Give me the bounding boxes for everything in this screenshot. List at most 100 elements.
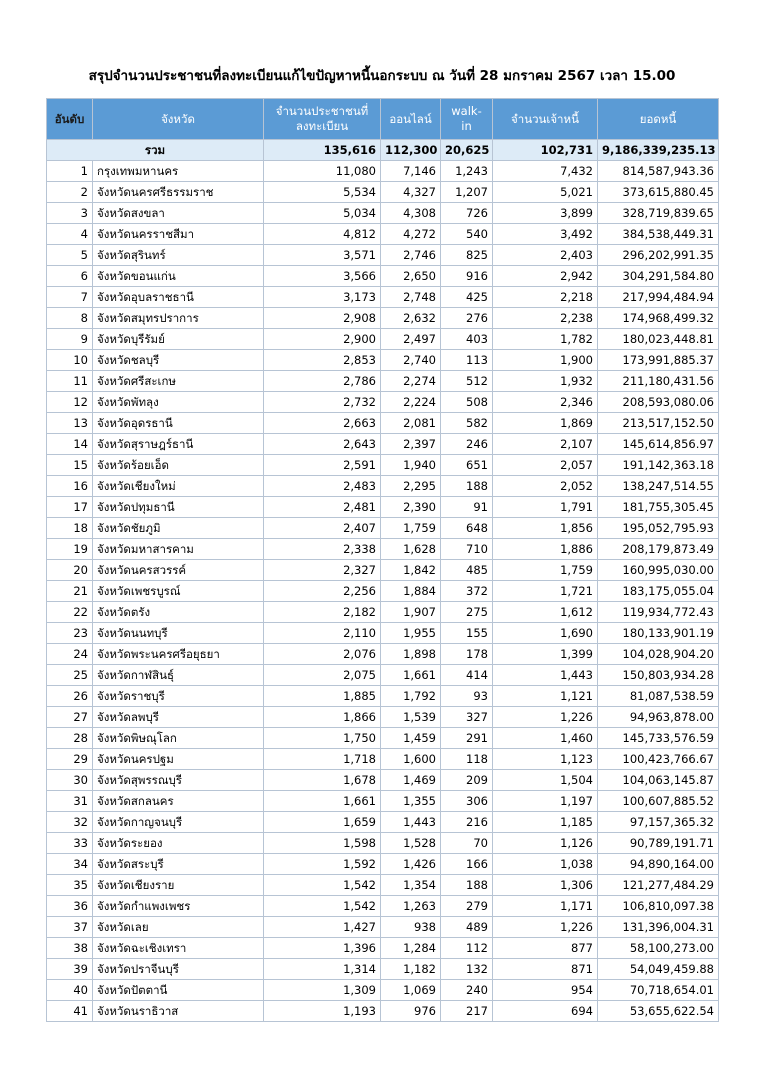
walk-in-cell: 485 — [440, 559, 493, 581]
rank-cell: 18 — [46, 517, 93, 539]
province-cell: จังหวัดสมุทรปราการ — [92, 307, 264, 329]
rank-cell: 19 — [46, 538, 93, 560]
walk-in-cell: 216 — [440, 811, 493, 833]
table-row: 17 จังหวัดปทุมธานี 2,481 2,390 91 1,791 181,75… — [46, 496, 719, 518]
table-row: 23 จังหวัดนนทบุรี 2,110 1,955 155 1,690 180,13… — [46, 622, 719, 644]
province-cell: จังหวัดสุพรรณบุรี — [92, 769, 264, 791]
rank-cell: 12 — [46, 391, 93, 413]
creditors-cell: 1,226 — [492, 706, 598, 728]
province-cell: จังหวัดนครปฐม — [92, 748, 264, 770]
registered-cell: 1,750 — [263, 727, 381, 749]
online-cell: 1,792 — [380, 685, 441, 707]
table-row: 6 จังหวัดขอนแก่น 3,566 2,650 916 2,942 304,291… — [46, 265, 719, 287]
column-header: ยอดหนี้ — [597, 98, 719, 140]
creditors-cell: 1,791 — [492, 496, 598, 518]
creditors-cell: 1,759 — [492, 559, 598, 581]
rank-cell: 7 — [46, 286, 93, 308]
rank-cell: 38 — [46, 937, 93, 959]
debt-cell: 173,991,885.37 — [597, 349, 719, 371]
online-cell: 938 — [380, 916, 441, 938]
debt-cell: 145,614,856.97 — [597, 433, 719, 455]
online-cell: 2,650 — [380, 265, 441, 287]
rank-cell: 10 — [46, 349, 93, 371]
online-cell: 1,426 — [380, 853, 441, 875]
debt-cell: 180,023,448.81 — [597, 328, 719, 350]
table-row: 9 จังหวัดบุรีรัมย์ 2,900 2,497 403 1,782 180,0… — [46, 328, 719, 350]
rank-cell: 2 — [46, 181, 93, 203]
registered-cell: 3,571 — [263, 244, 381, 266]
province-cell: จังหวัดกาญจนบุรี — [92, 811, 264, 833]
online-cell: 1,898 — [380, 643, 441, 665]
rank-cell: 27 — [46, 706, 93, 728]
registered-cell: 2,732 — [263, 391, 381, 413]
walk-in-cell: 726 — [440, 202, 493, 224]
table-row: 7 จังหวัดอุบลราชธานี 3,173 2,748 425 2,218 217… — [46, 286, 719, 308]
province-cell: จังหวัดร้อยเอ็ด — [92, 454, 264, 476]
creditors-cell: 2,057 — [492, 454, 598, 476]
creditors-cell: 2,403 — [492, 244, 598, 266]
rank-cell: 22 — [46, 601, 93, 623]
debt-cell: 195,052,795.93 — [597, 517, 719, 539]
registered-cell: 1,396 — [263, 937, 381, 959]
online-cell: 1,940 — [380, 454, 441, 476]
table-row: 1 กรุงเทพมหานคร 11,080 7,146 1,243 7,432 814,5… — [46, 160, 719, 182]
table-row: 18 จังหวัดชัยภูมิ 2,407 1,759 648 1,856 195,05… — [46, 517, 719, 539]
creditors-cell: 1,869 — [492, 412, 598, 434]
online-cell: 2,740 — [380, 349, 441, 371]
online-cell: 4,308 — [380, 202, 441, 224]
online-cell: 2,274 — [380, 370, 441, 392]
table-row: 32 จังหวัดกาญจนบุรี 1,659 1,443 216 1,185 97,1… — [46, 811, 719, 833]
registered-cell: 3,173 — [263, 286, 381, 308]
online-cell: 2,497 — [380, 328, 441, 350]
online-cell: 1,443 — [380, 811, 441, 833]
table-row: 25 จังหวัดกาฬสินธุ์ 2,075 1,661 414 1,443 150,… — [46, 664, 719, 686]
online-cell: 1,354 — [380, 874, 441, 896]
province-cell: จังหวัดนราธิวาส — [92, 1000, 264, 1022]
online-cell: 1,907 — [380, 601, 441, 623]
rank-cell: 16 — [46, 475, 93, 497]
table-row: 20 จังหวัดนครสวรรค์ 2,327 1,842 485 1,759 160,… — [46, 559, 719, 581]
online-cell: 1,955 — [380, 622, 441, 644]
debt-cell: 104,028,904.20 — [597, 643, 719, 665]
rank-cell: 24 — [46, 643, 93, 665]
online-cell: 1,069 — [380, 979, 441, 1001]
debt-cell: 213,517,152.50 — [597, 412, 719, 434]
rank-cell: 20 — [46, 559, 93, 581]
walk-in-cell: 512 — [440, 370, 493, 392]
registered-cell: 3,566 — [263, 265, 381, 287]
header-text: ยอดหนี้ — [639, 111, 677, 126]
walk-in-cell: 70 — [440, 832, 493, 854]
table-row: 41 จังหวัดนราธิวาส 1,193 976 217 694 53,655,62… — [46, 1000, 719, 1022]
total-value: 102,731 — [492, 139, 598, 161]
registered-cell: 1,661 — [263, 790, 381, 812]
rank-cell: 4 — [46, 223, 93, 245]
walk-in-cell: 91 — [440, 496, 493, 518]
registered-cell: 1,542 — [263, 895, 381, 917]
rank-cell: 6 — [46, 265, 93, 287]
province-cell: จังหวัดเลย — [92, 916, 264, 938]
online-cell: 1,628 — [380, 538, 441, 560]
rank-cell: 31 — [46, 790, 93, 812]
registered-cell: 1,659 — [263, 811, 381, 833]
walk-in-cell: 825 — [440, 244, 493, 266]
debt-cell: 70,718,654.01 — [597, 979, 719, 1001]
table-row: 19 จังหวัดมหาสารคาม 2,338 1,628 710 1,886 208,… — [46, 538, 719, 560]
rank-cell: 33 — [46, 832, 93, 854]
debt-cell: 100,607,885.52 — [597, 790, 719, 812]
header-text: walk- — [451, 104, 482, 118]
province-cell: จังหวัดมหาสารคาม — [92, 538, 264, 560]
rank-cell: 36 — [46, 895, 93, 917]
rank-cell: 15 — [46, 454, 93, 476]
header-text: อันดับ — [54, 111, 85, 126]
table-row: 2 จังหวัดนครศรีธรรมราช 5,534 4,327 1,207 5,02… — [46, 181, 719, 203]
debt-cell: 104,063,145.87 — [597, 769, 719, 791]
province-cell: จังหวัดปัตตานี — [92, 979, 264, 1001]
walk-in-cell: 240 — [440, 979, 493, 1001]
total-value: 9,186,339,235.13 — [597, 139, 719, 161]
table-row: 28 จังหวัดพิษณุโลก 1,750 1,459 291 1,460 145,7… — [46, 727, 719, 749]
debt-cell: 90,789,191.71 — [597, 832, 719, 854]
registered-cell: 2,483 — [263, 475, 381, 497]
rank-cell: 37 — [46, 916, 93, 938]
walk-in-cell: 1,243 — [440, 160, 493, 182]
walk-in-cell: 508 — [440, 391, 493, 413]
